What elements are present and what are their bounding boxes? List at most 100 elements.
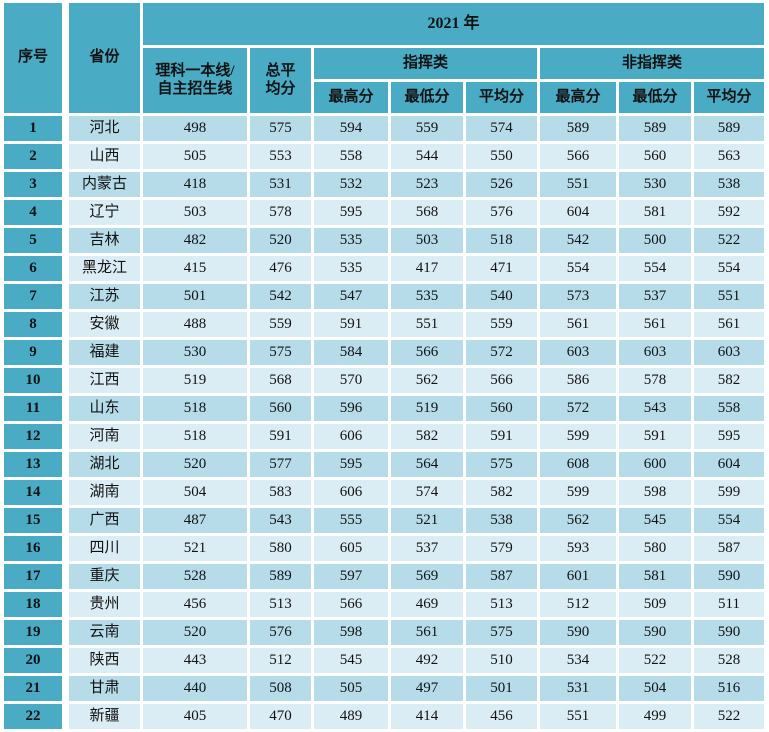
- header-noncmd-max: 最高分: [540, 82, 616, 113]
- row-noncmd-avg-cell: 551: [694, 284, 764, 309]
- row-noncmd-avg-cell: 554: [694, 508, 764, 533]
- row-cmd-avg-cell: 501: [466, 676, 537, 701]
- table-row: 14 湖南 504 583 606 574 582 599 598 599: [4, 480, 764, 505]
- row-noncmd-max-cell: 542: [540, 228, 616, 253]
- row-noncmd-min-cell: 530: [619, 172, 691, 197]
- row-noncmd-min-cell: 504: [619, 676, 691, 701]
- row-science-line-cell: 518: [143, 396, 247, 421]
- row-noncmd-avg-cell: 589: [694, 116, 764, 141]
- table-row: 4 辽宁 503 578 595 568 576 604 581 592: [4, 200, 764, 225]
- row-cmd-avg-cell: 576: [466, 200, 537, 225]
- row-province-cell: 云南: [69, 620, 140, 645]
- row-cmd-max-cell: 605: [314, 536, 388, 561]
- row-noncmd-min-cell: 600: [619, 452, 691, 477]
- table-row: 17 重庆 528 589 597 569 587 601 581 590: [4, 564, 764, 589]
- row-cmd-avg-cell: 575: [466, 620, 537, 645]
- row-noncmd-min-cell: 590: [619, 620, 691, 645]
- row-cmd-max-cell: 584: [314, 340, 388, 365]
- table-row: 7 江苏 501 542 547 535 540 573 537 551: [4, 284, 764, 309]
- row-cmd-min-cell: 469: [391, 592, 463, 617]
- row-noncmd-max-cell: 551: [540, 704, 616, 729]
- row-province-cell: 山东: [69, 396, 140, 421]
- row-seq-cell: 1: [4, 116, 66, 141]
- row-noncmd-max-cell: 573: [540, 284, 616, 309]
- row-total-avg-cell: 591: [250, 424, 311, 449]
- row-noncmd-max-cell: 531: [540, 676, 616, 701]
- table-row: 20 陕西 443 512 545 492 510 534 522 528: [4, 648, 764, 673]
- table-row: 10 江西 519 568 570 562 566 586 578 582: [4, 368, 764, 393]
- row-seq-cell: 2: [4, 144, 66, 169]
- row-total-avg-cell: 513: [250, 592, 311, 617]
- row-cmd-max-cell: 595: [314, 452, 388, 477]
- row-cmd-max-cell: 532: [314, 172, 388, 197]
- row-science-line-cell: 520: [143, 620, 247, 645]
- row-noncmd-avg-cell: 563: [694, 144, 764, 169]
- header-science-line-line2: 自主招生线: [157, 80, 233, 97]
- row-noncmd-avg-cell: 592: [694, 200, 764, 225]
- table-row: 1 河北 498 575 594 559 574 589 589 589: [4, 116, 764, 141]
- row-noncmd-max-cell: 562: [540, 508, 616, 533]
- row-total-avg-cell: 559: [250, 312, 311, 337]
- row-cmd-max-cell: 594: [314, 116, 388, 141]
- table-row: 3 内蒙古 418 531 532 523 526 551 530 538: [4, 172, 764, 197]
- row-province-cell: 重庆: [69, 564, 140, 589]
- row-noncmd-avg-cell: 590: [694, 620, 764, 645]
- row-noncmd-avg-cell: 528: [694, 648, 764, 673]
- row-cmd-min-cell: 562: [391, 368, 463, 393]
- row-cmd-max-cell: 489: [314, 704, 388, 729]
- row-province-cell: 黑龙江: [69, 256, 140, 281]
- row-province-cell: 湖南: [69, 480, 140, 505]
- row-noncmd-min-cell: 580: [619, 536, 691, 561]
- row-science-line-cell: 405: [143, 704, 247, 729]
- row-science-line-cell: 528: [143, 564, 247, 589]
- row-noncmd-avg-cell: 516: [694, 676, 764, 701]
- row-cmd-min-cell: 519: [391, 396, 463, 421]
- row-noncmd-max-cell: 593: [540, 536, 616, 561]
- row-cmd-max-cell: 597: [314, 564, 388, 589]
- row-noncmd-min-cell: 500: [619, 228, 691, 253]
- row-total-avg-cell: 578: [250, 200, 311, 225]
- row-cmd-max-cell: 535: [314, 228, 388, 253]
- table-row: 13 湖北 520 577 595 564 575 608 600 604: [4, 452, 764, 477]
- row-noncmd-min-cell: 509: [619, 592, 691, 617]
- row-total-avg-cell: 589: [250, 564, 311, 589]
- row-total-avg-cell: 583: [250, 480, 311, 505]
- row-seq-cell: 16: [4, 536, 66, 561]
- row-cmd-min-cell: 544: [391, 144, 463, 169]
- row-noncmd-avg-cell: 511: [694, 592, 764, 617]
- row-science-line-cell: 488: [143, 312, 247, 337]
- row-cmd-min-cell: 566: [391, 340, 463, 365]
- row-cmd-avg-cell: 526: [466, 172, 537, 197]
- row-cmd-avg-cell: 566: [466, 368, 537, 393]
- row-cmd-min-cell: 535: [391, 284, 463, 309]
- row-science-line-cell: 418: [143, 172, 247, 197]
- table-row: 16 四川 521 580 605 537 579 593 580 587: [4, 536, 764, 561]
- header-province: 省份: [69, 3, 140, 113]
- row-cmd-min-cell: 503: [391, 228, 463, 253]
- row-noncmd-max-cell: 608: [540, 452, 616, 477]
- row-cmd-min-cell: 523: [391, 172, 463, 197]
- row-province-cell: 辽宁: [69, 200, 140, 225]
- row-cmd-min-cell: 537: [391, 536, 463, 561]
- row-cmd-max-cell: 591: [314, 312, 388, 337]
- row-total-avg-cell: 512: [250, 648, 311, 673]
- row-seq-cell: 3: [4, 172, 66, 197]
- row-total-avg-cell: 470: [250, 704, 311, 729]
- row-total-avg-cell: 577: [250, 452, 311, 477]
- row-noncmd-max-cell: 590: [540, 620, 616, 645]
- row-total-avg-cell: 520: [250, 228, 311, 253]
- header-noncommand-group: 非指挥类: [540, 48, 764, 79]
- table-row: 8 安徽 488 559 591 551 559 561 561 561: [4, 312, 764, 337]
- row-cmd-avg-cell: 513: [466, 592, 537, 617]
- row-noncmd-min-cell: 598: [619, 480, 691, 505]
- row-science-line-cell: 440: [143, 676, 247, 701]
- row-noncmd-min-cell: 581: [619, 200, 691, 225]
- row-seq-cell: 18: [4, 592, 66, 617]
- row-noncmd-max-cell: 586: [540, 368, 616, 393]
- row-cmd-max-cell: 566: [314, 592, 388, 617]
- row-seq-cell: 20: [4, 648, 66, 673]
- row-cmd-min-cell: 574: [391, 480, 463, 505]
- row-science-line-cell: 520: [143, 452, 247, 477]
- row-cmd-avg-cell: 591: [466, 424, 537, 449]
- header-seq: 序号: [4, 3, 66, 113]
